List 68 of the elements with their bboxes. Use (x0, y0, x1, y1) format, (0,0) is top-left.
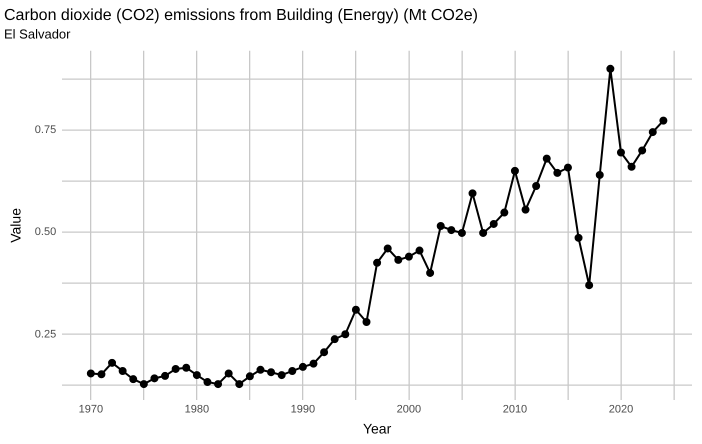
y-axis-title: Value (7, 208, 24, 243)
point (479, 228, 488, 237)
point (161, 372, 170, 380)
point (246, 372, 254, 380)
point (214, 380, 222, 388)
point (203, 378, 212, 386)
point (404, 252, 413, 261)
point (468, 189, 477, 198)
point (638, 146, 646, 154)
point (129, 375, 138, 384)
point (426, 268, 434, 277)
point (341, 330, 350, 338)
point (585, 281, 594, 290)
x-tick-label: 1990 (290, 404, 316, 416)
point (150, 374, 158, 382)
y-tick-label: 0.50 (34, 226, 56, 238)
chart-subtitle: El Salvador (4, 26, 72, 42)
point (384, 244, 392, 252)
point (606, 64, 614, 73)
point (267, 368, 276, 376)
point (330, 335, 339, 344)
y-tick-label: 0.25 (34, 328, 56, 340)
point (458, 228, 466, 237)
point (108, 358, 116, 367)
x-tick-label: 2000 (396, 404, 422, 416)
point (500, 208, 508, 217)
point (394, 256, 402, 264)
point (140, 380, 148, 388)
point (596, 170, 604, 179)
point (616, 148, 625, 156)
x-axis-title: Year (362, 420, 392, 436)
point (490, 220, 498, 228)
point (320, 348, 328, 356)
point (224, 369, 233, 378)
point (298, 362, 307, 371)
point (172, 364, 180, 373)
point (192, 371, 201, 380)
point (373, 258, 382, 267)
point (182, 364, 190, 372)
x-tick-label: 1970 (78, 404, 104, 416)
point (278, 371, 286, 380)
point (542, 154, 551, 163)
point (574, 234, 583, 242)
point (235, 380, 244, 388)
x-tick-label: 2020 (608, 404, 634, 416)
y-tick-label: 0.75 (34, 124, 56, 136)
point (648, 128, 657, 136)
point (522, 206, 530, 214)
point (352, 306, 360, 314)
point (564, 164, 572, 172)
point (256, 366, 264, 374)
point (309, 360, 318, 368)
x-tick-label: 2010 (502, 404, 528, 416)
point (97, 370, 106, 378)
point (118, 367, 127, 375)
point (510, 166, 519, 175)
point (362, 318, 370, 326)
point (436, 222, 445, 230)
point (288, 367, 296, 375)
point (86, 369, 95, 378)
point (447, 226, 456, 234)
chart-title: Carbon dioxide (CO2) emissions from Building (Energy) (Mt CO2e) (4, 7, 478, 24)
point (553, 168, 562, 177)
point (532, 182, 540, 190)
point (628, 162, 636, 171)
point (659, 116, 668, 125)
point (416, 246, 424, 255)
x-tick-label: 1980 (184, 404, 210, 416)
